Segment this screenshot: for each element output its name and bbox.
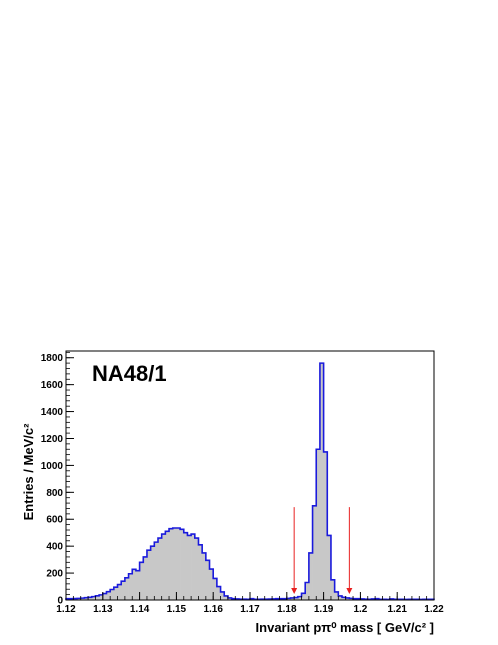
- x-tick-label: 1.12: [56, 604, 76, 615]
- histogram-bin: [342, 597, 346, 600]
- histogram-bin: [187, 535, 192, 600]
- histogram-bin: [294, 597, 299, 600]
- cut-marker-arrowhead: [291, 588, 298, 594]
- histogram-bin: [77, 598, 82, 600]
- histogram-bin: [216, 586, 221, 600]
- y-tick-label: 0: [57, 596, 63, 607]
- x-tick-label: 1.17: [240, 604, 260, 615]
- histogram-bin: [95, 595, 100, 600]
- histogram-bin: [205, 560, 210, 600]
- experiment-label: NA48/1: [92, 361, 167, 386]
- x-tick-label: 1.21: [387, 604, 407, 615]
- histogram-bin: [102, 593, 107, 600]
- x-tick-label: 1.15: [167, 604, 187, 615]
- histogram-bin: [172, 527, 177, 600]
- histogram-bin: [334, 591, 339, 600]
- histogram-bin: [191, 534, 196, 600]
- histogram-bin: [146, 550, 151, 600]
- histogram-bin: [194, 538, 199, 600]
- histogram-bin: [154, 542, 159, 600]
- histogram-bin: [117, 584, 122, 600]
- histogram-bin: [169, 528, 174, 600]
- histogram-bin: [220, 591, 225, 600]
- histogram-bin: [165, 531, 170, 600]
- y-axis-title: Entries / MeV/c²: [21, 423, 36, 520]
- histogram-bin: [301, 593, 306, 600]
- plot-frame: [65, 350, 435, 601]
- histogram-bin: [150, 546, 155, 600]
- y-tick-label: 1600: [41, 380, 64, 391]
- x-tick-label: 1.13: [93, 604, 113, 615]
- histogram-bin: [106, 591, 111, 600]
- histogram-bin: [139, 562, 144, 600]
- histogram-bin: [312, 505, 317, 600]
- x-tick-label: 1.2: [353, 604, 367, 615]
- histogram-bin: [330, 579, 335, 600]
- y-tick-label: 1400: [41, 407, 64, 418]
- y-tick-label: 1000: [41, 461, 64, 472]
- histogram-bin: [183, 532, 188, 600]
- y-tick-label: 400: [46, 542, 63, 553]
- histogram-bin: [209, 569, 214, 600]
- histogram-bin: [213, 578, 218, 600]
- y-tick-label: 800: [46, 488, 63, 499]
- histogram-bin: [128, 573, 133, 600]
- histogram-bin: [224, 595, 229, 600]
- histogram-bin: [132, 569, 137, 600]
- x-tick-label: 1.19: [314, 604, 334, 615]
- x-tick-label: 1.16: [203, 604, 223, 615]
- cut-marker-arrowhead: [346, 588, 353, 594]
- histogram-bin: [180, 529, 185, 600]
- y-tick-label: 1200: [41, 434, 64, 445]
- histogram-bin: [345, 597, 350, 600]
- histogram-bin: [124, 577, 129, 600]
- histogram-bin: [319, 363, 324, 600]
- histogram-bin: [80, 598, 85, 600]
- y-tick-label: 200: [46, 569, 63, 580]
- histogram-bin: [176, 527, 181, 600]
- y-tick-label: 1800: [41, 353, 64, 364]
- y-tick-label: 600: [46, 515, 63, 526]
- histogram-bin: [91, 596, 96, 600]
- histogram-bin: [327, 535, 332, 600]
- x-tick-label: 1.14: [130, 604, 150, 615]
- histogram-bin: [158, 538, 162, 600]
- histogram-bin: [286, 598, 291, 600]
- histogram-bin: [227, 597, 232, 600]
- histogram-bin: [305, 582, 310, 600]
- histogram-bin: [84, 597, 89, 600]
- histogram-bin: [88, 597, 93, 600]
- x-tick-label: 1.18: [277, 604, 297, 615]
- histogram-bin: [297, 596, 302, 600]
- histogram-bin: [323, 451, 328, 600]
- histogram-bin: [121, 581, 126, 600]
- axis-layer: 1.12 1.13 1.14 1.15 1.16 1.17 1.18 1.19 1.2 1.21 1…: [41, 351, 444, 615]
- plot-layer: [65, 362, 435, 601]
- histogram-bin: [99, 594, 104, 600]
- histogram-bin: [198, 544, 203, 600]
- histogram-bin: [290, 597, 295, 600]
- histogram-bin: [349, 598, 354, 600]
- histogram-bin: [113, 587, 118, 600]
- histogram-outline: [65, 362, 435, 601]
- marker-layer: [291, 507, 353, 594]
- histogram-bin: [338, 595, 343, 600]
- histogram-bin: [308, 552, 313, 600]
- histogram-bin: [202, 552, 207, 600]
- x-tick-label: 1.22: [424, 604, 444, 615]
- histogram-bin: [110, 589, 115, 600]
- histogram-bin: [143, 556, 148, 600]
- histogram-bin: [161, 534, 166, 600]
- histogram-bin: [316, 449, 321, 600]
- x-axis-title: Invariant pπ⁰ mass [ GeV/c² ]: [256, 620, 434, 635]
- histogram-bin: [135, 570, 140, 600]
